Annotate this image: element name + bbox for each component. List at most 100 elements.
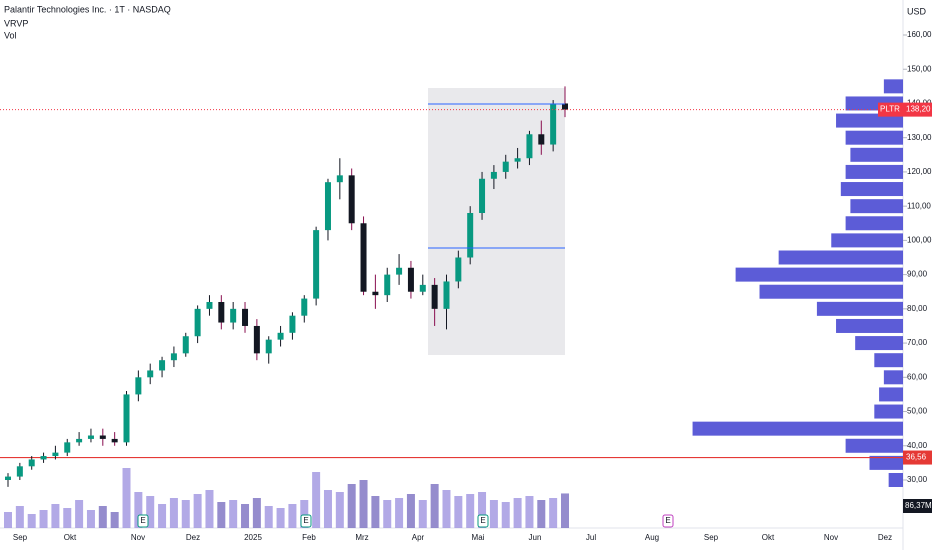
earnings-marker-label: E xyxy=(480,516,485,525)
candle-body xyxy=(76,438,83,443)
vrvp-range-box xyxy=(428,88,565,355)
y-tick-label: 50,00 xyxy=(907,407,928,416)
indicator-label: Vol xyxy=(4,30,17,40)
profile-bar xyxy=(836,113,903,128)
volume-bar xyxy=(489,500,498,528)
volume-bar xyxy=(75,500,84,528)
candle-body xyxy=(431,284,438,309)
x-tick-label: Mai xyxy=(472,533,485,542)
profile-bar xyxy=(845,130,903,145)
y-tick-label: 160,00 xyxy=(907,30,932,39)
volume-bar xyxy=(205,490,214,528)
profile-bar xyxy=(735,267,903,282)
candle-body xyxy=(40,456,47,460)
candle-body xyxy=(407,267,414,292)
volume-bar xyxy=(418,500,427,528)
y-tick-label: 150,00 xyxy=(907,64,932,73)
y-tick-label: 110,00 xyxy=(907,201,931,210)
symbol-title: Palantir Technologies Inc. · 1T · NASDAQ xyxy=(4,4,171,14)
volume-bar xyxy=(395,498,404,528)
volume-bar xyxy=(359,480,368,528)
candle-body xyxy=(5,476,11,480)
volume-bar xyxy=(501,502,510,528)
candle-body xyxy=(490,171,497,179)
candle-body xyxy=(16,466,23,477)
volume-bar xyxy=(406,494,415,528)
candle-body xyxy=(194,308,201,337)
candle-body xyxy=(218,302,225,323)
x-tick-label: Apr xyxy=(412,533,425,542)
candle-body xyxy=(242,308,249,326)
volume-bar xyxy=(300,500,309,528)
volume-bar xyxy=(561,493,569,528)
volume-bar xyxy=(158,504,167,528)
volume-bar xyxy=(288,504,297,528)
x-tick-label: Dez xyxy=(186,533,200,542)
candle-body xyxy=(289,315,296,333)
symbol-tag xyxy=(878,102,903,117)
profile-bar xyxy=(883,79,903,94)
earnings-marker xyxy=(662,514,674,528)
volume-bar xyxy=(241,504,250,528)
volume-bar xyxy=(335,492,344,528)
volume-bar xyxy=(383,500,392,528)
candle-body xyxy=(502,161,509,172)
earnings-marker xyxy=(137,514,149,528)
profile-bar xyxy=(759,284,903,299)
candle-body xyxy=(123,394,130,443)
y-tick-label: 90,00 xyxy=(907,270,928,279)
candle-body xyxy=(538,134,545,145)
price-tag xyxy=(903,102,932,117)
x-tick-label: Nov xyxy=(131,533,145,542)
volume-bar xyxy=(4,512,12,528)
profile-bar xyxy=(816,301,903,316)
y-tick-label: 100,00 xyxy=(907,235,932,244)
profile-bar xyxy=(845,216,903,231)
candle-body xyxy=(550,103,557,145)
volume-bar xyxy=(454,496,463,528)
candle-body xyxy=(253,325,260,354)
candle-body xyxy=(87,435,94,439)
earnings-marker-label: E xyxy=(303,516,308,525)
profile-bar xyxy=(879,387,903,402)
x-tick-label: Nov xyxy=(824,533,838,542)
volume-bar xyxy=(513,498,522,528)
profile-bar xyxy=(874,404,903,419)
candle-body xyxy=(64,442,71,453)
profile-bar xyxy=(874,353,903,368)
x-tick-label: Sep xyxy=(704,533,719,542)
y-tick-label: 40,00 xyxy=(907,441,928,450)
volume-bar xyxy=(252,498,261,528)
candle-body xyxy=(526,134,533,159)
earnings-marker xyxy=(300,514,312,528)
volume-bar xyxy=(347,484,356,528)
y-tick-label: 70,00 xyxy=(907,338,928,347)
y-tick-label: 80,00 xyxy=(907,304,928,313)
profile-bar xyxy=(850,147,903,162)
x-tick-label: Dez xyxy=(878,533,892,542)
volume-bar xyxy=(229,500,238,528)
x-tick-label: Jul xyxy=(586,533,596,542)
currency-label: USD xyxy=(907,6,927,16)
x-tick-label: Aug xyxy=(645,533,659,542)
profile-bar xyxy=(883,370,903,385)
profile-bar xyxy=(836,318,903,333)
x-tick-label: 2025 xyxy=(244,533,262,542)
candle-body xyxy=(419,284,426,292)
earnings-marker-label: E xyxy=(140,516,145,525)
volume-bar xyxy=(466,494,475,528)
volume-bar xyxy=(264,506,273,528)
candle-body xyxy=(313,230,320,299)
volume-bar xyxy=(193,494,202,528)
y-tick-label: 130,00 xyxy=(907,133,932,142)
candle-body xyxy=(52,452,59,457)
candle-body xyxy=(336,175,343,183)
candle-body xyxy=(348,175,355,224)
volume-bar xyxy=(323,490,332,528)
volume-bar xyxy=(15,506,24,528)
x-tick-label: Sep xyxy=(13,533,28,542)
profile-bar xyxy=(845,438,903,453)
profile-bar xyxy=(855,336,903,351)
candle-body xyxy=(99,435,106,439)
volume-bar xyxy=(478,492,487,528)
